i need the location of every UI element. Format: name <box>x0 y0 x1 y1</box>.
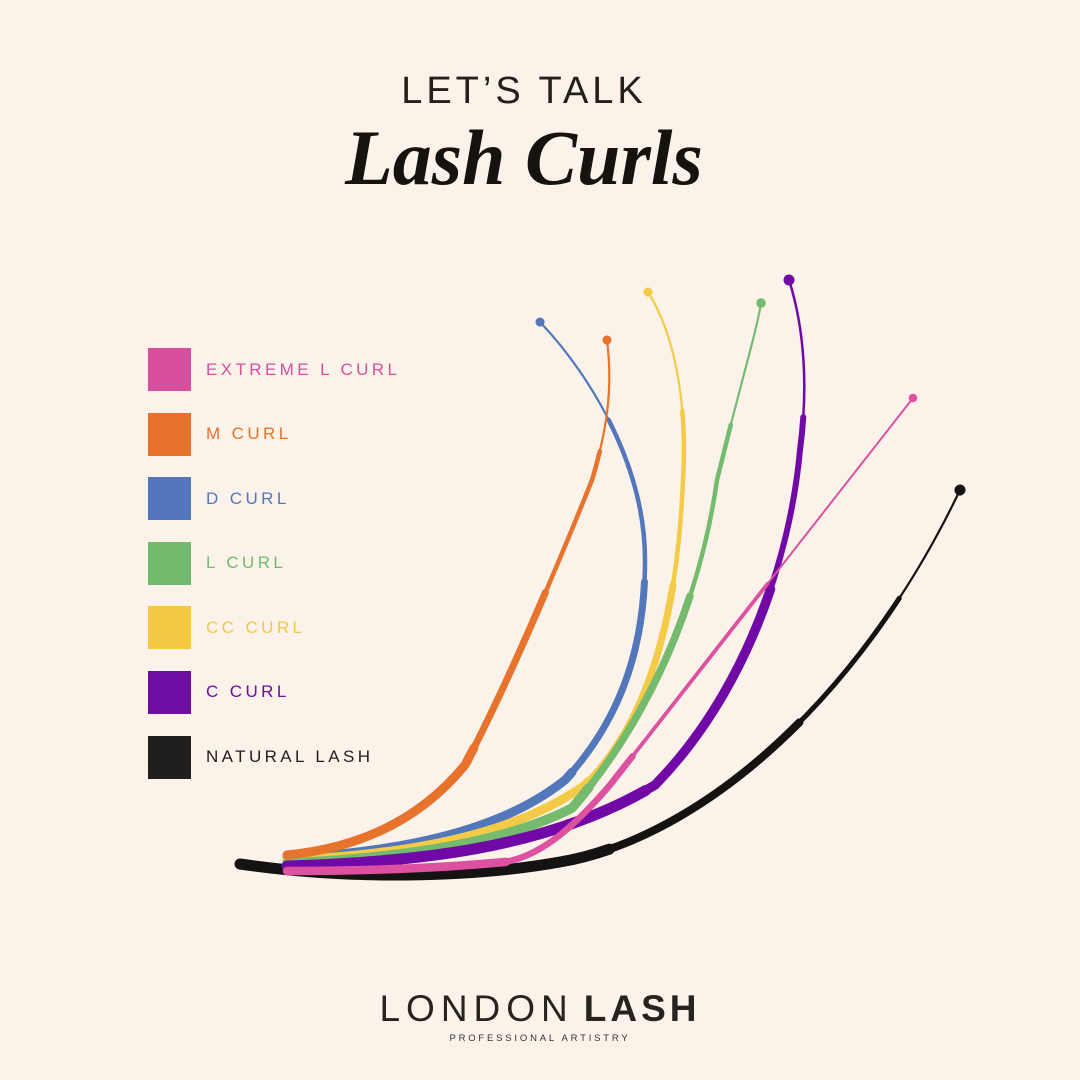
legend-item-d-curl: D CURL <box>148 477 400 521</box>
legend-item-extreme-l-curl: EXTREME L CURL <box>148 348 400 391</box>
legend-swatch-natural-lash <box>148 735 191 779</box>
legend-label: D CURL <box>206 488 290 508</box>
brand-name-light: LONDON <box>379 988 574 1029</box>
legend-label: EXTREME L CURL <box>206 359 401 379</box>
legend-swatch-d-curl <box>148 477 191 521</box>
lash-d-curl <box>282 317 650 863</box>
legend-label: L CURL <box>206 553 287 573</box>
legend-swatch-extreme-l-curl <box>148 348 191 391</box>
legend-item-cc-curl: CC CURL <box>148 606 400 650</box>
legend-label: CC CURL <box>206 617 306 637</box>
brand-footer: LONDON LASH PROFESSIONAL ARTISTRY <box>0 990 1080 1044</box>
title-kicker: LET’S TALK <box>401 70 647 112</box>
legend-label: M CURL <box>206 424 292 444</box>
page-title: Lash Curls <box>345 114 703 201</box>
title-block: LET’S TALK Lash Curls <box>0 70 1048 197</box>
legend-item-c-curl: C CURL <box>148 670 400 714</box>
lash-m-curl <box>282 335 614 860</box>
curl-legend: EXTREME L CURL M CURL D CURL L CURL CC C… <box>148 348 400 779</box>
legend-label: NATURAL LASH <box>206 747 374 767</box>
lash-l-curl <box>282 298 766 868</box>
brand-name-bold: LASH <box>583 988 701 1029</box>
legend-swatch-cc-curl <box>148 606 191 650</box>
lash-c-curl <box>281 274 810 872</box>
legend-item-m-curl: M CURL <box>148 412 400 456</box>
lash-natural-lash <box>234 484 966 881</box>
brand-tagline: PROFESSIONAL ARTISTRY <box>449 1033 631 1044</box>
legend-label: C CURL <box>206 682 290 702</box>
legend-item-natural-lash: NATURAL LASH <box>148 735 400 779</box>
legend-item-l-curl: L CURL <box>148 541 400 585</box>
legend-swatch-m-curl <box>148 412 191 456</box>
lash-extreme-l-curl <box>282 393 918 876</box>
lash-cc-curl <box>282 287 689 865</box>
brand-logo: LONDON LASH <box>0 990 1080 1027</box>
legend-swatch-l-curl <box>148 541 191 585</box>
legend-swatch-c-curl <box>148 670 191 714</box>
